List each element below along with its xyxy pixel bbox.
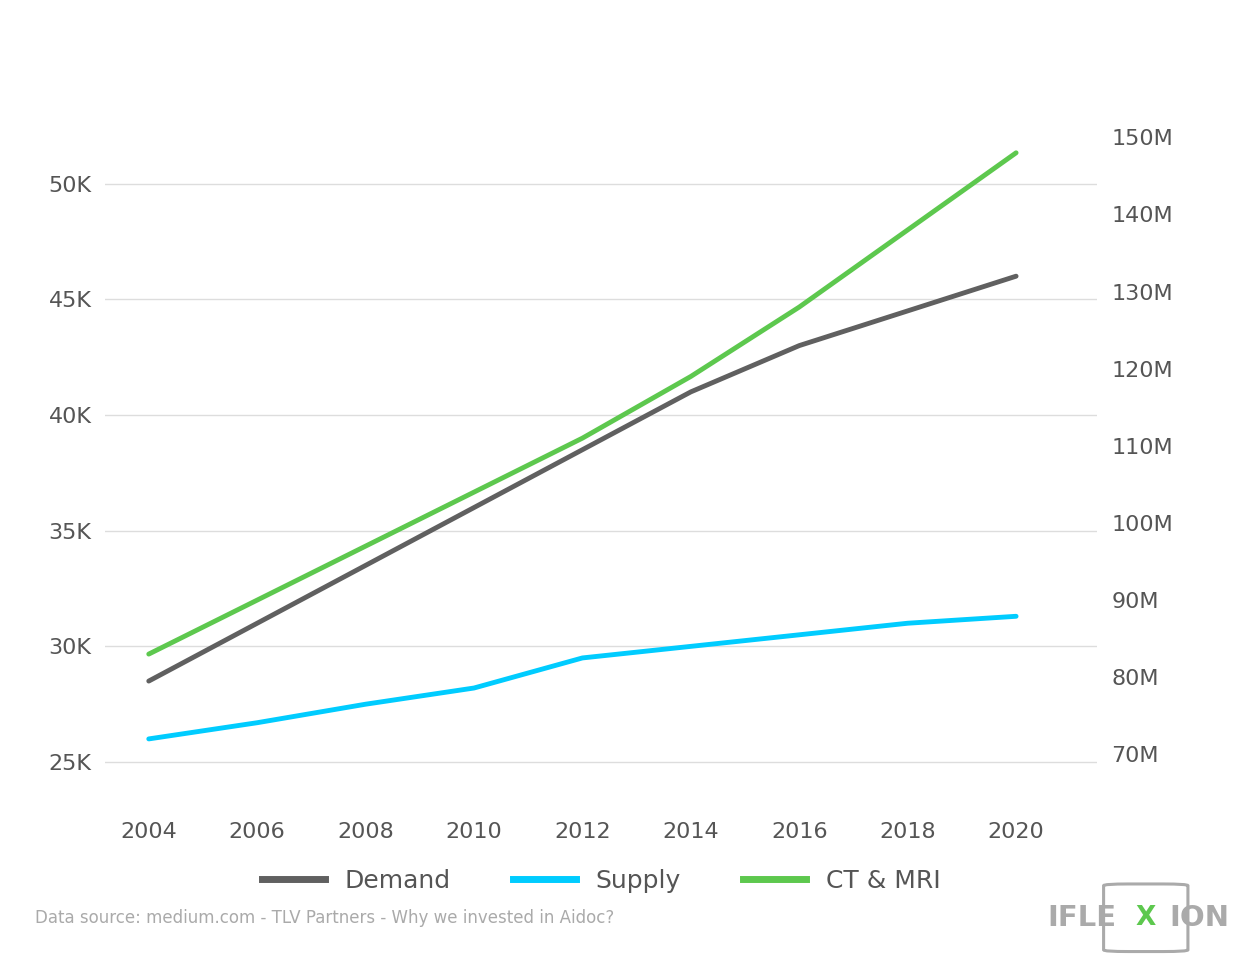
Text: Data source: medium.com - TLV Partners - Why we invested in Aidoc?: Data source: medium.com - TLV Partners -… <box>35 909 614 926</box>
Text: DEMAND AND SUPPLY OF RADIOLOGISTS VS CT & MRI TESTS: DEMAND AND SUPPLY OF RADIOLOGISTS VS CT … <box>0 29 1240 66</box>
Legend: Demand, Supply, CT & MRI: Demand, Supply, CT & MRI <box>252 859 951 903</box>
Text: ION: ION <box>1169 903 1229 932</box>
Text: X: X <box>1136 904 1156 931</box>
Text: IFLE: IFLE <box>1048 903 1117 932</box>
